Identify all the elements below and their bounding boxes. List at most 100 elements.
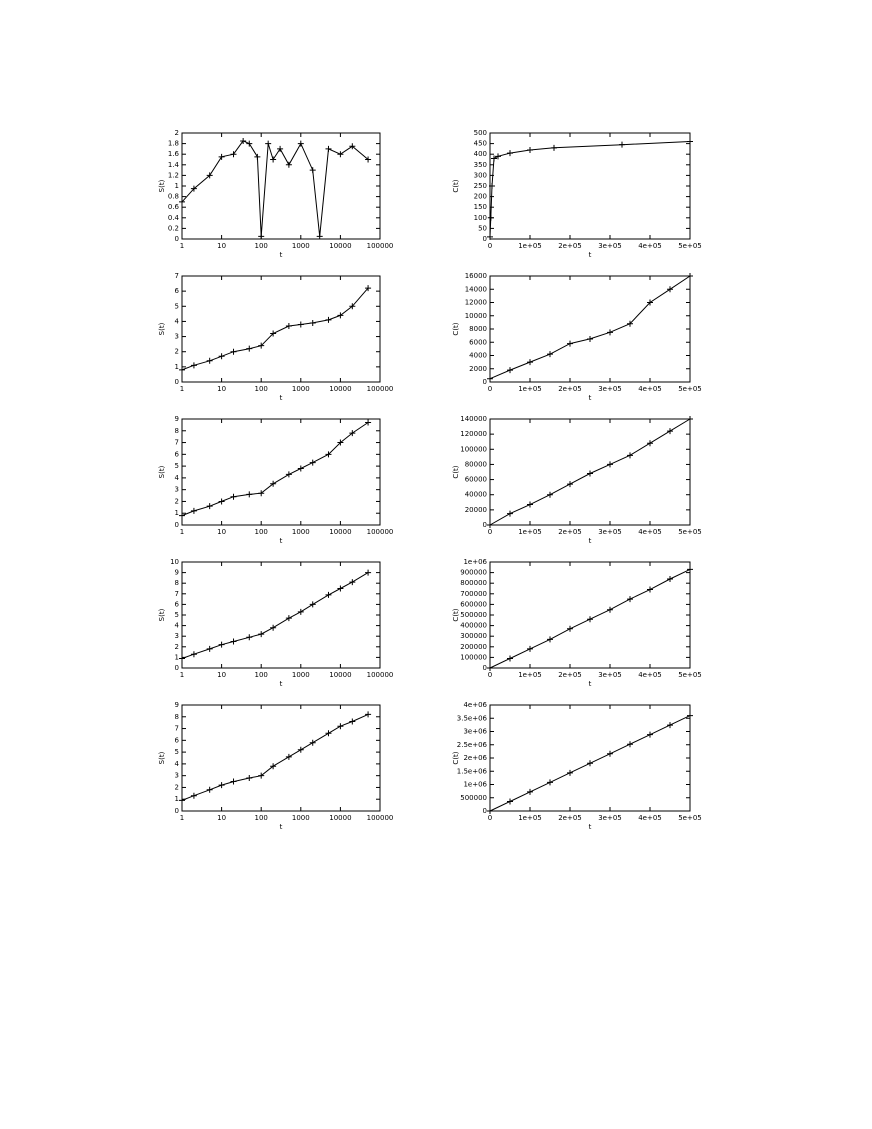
point-marker (337, 439, 344, 446)
y-tick-label: 800000 (460, 579, 487, 587)
x-tick-label: 2e+05 (558, 671, 582, 679)
y-tick-label: 200 (474, 193, 487, 201)
point-marker (667, 722, 673, 729)
point-marker (270, 156, 277, 163)
point-marker (270, 763, 277, 770)
x-tick-label: 10000 (329, 528, 351, 536)
point-marker (687, 566, 693, 573)
point-marker (258, 233, 265, 240)
point-marker (349, 579, 356, 586)
x-tick-label: 1e+05 (518, 528, 542, 536)
y-tick-label: 0.8 (168, 193, 179, 201)
y-tick-label: 9 (175, 569, 179, 577)
point-marker (190, 651, 197, 658)
y-tick-label: 14000 (465, 285, 487, 293)
x-tick-label: 0 (488, 385, 492, 393)
point-marker (218, 153, 225, 160)
point-marker (487, 375, 493, 382)
x-tick-label: 1 (180, 671, 184, 679)
x-tick-label: 10000 (329, 814, 351, 822)
y-axis-label: S(t) (158, 608, 166, 621)
x-tick-label: 2e+05 (558, 242, 582, 250)
y-tick-label: 0 (483, 521, 487, 529)
x-tick-label: 1e+05 (518, 385, 542, 393)
x-tick-label: 10 (217, 814, 226, 822)
point-marker (627, 320, 633, 327)
y-tick-label: 100 (474, 214, 487, 222)
point-marker (507, 150, 513, 157)
point-marker (647, 440, 653, 447)
y-tick-label: 16000 (465, 272, 487, 280)
y-tick-label: 500000 (460, 611, 487, 619)
x-tick-label: 0 (488, 242, 492, 250)
point-marker (218, 782, 225, 789)
plot-frame (489, 561, 691, 669)
y-tick-label: 0 (483, 664, 487, 672)
x-tick-label: 5e+05 (678, 242, 702, 250)
x-tick-label: 4e+05 (638, 528, 662, 536)
point-marker (647, 731, 653, 738)
x-axis-label: t (589, 251, 592, 259)
y-tick-label: 0 (483, 807, 487, 815)
x-tick-label: 100 (255, 385, 268, 393)
y-tick-label: 0.6 (168, 203, 180, 211)
x-tick-label: 100 (255, 528, 268, 536)
x-tick-label: 100 (255, 671, 268, 679)
plot-frame (489, 132, 691, 240)
point-marker (309, 167, 316, 174)
x-tick-label: 10 (217, 242, 226, 250)
x-tick-label: 100 (255, 814, 268, 822)
point-marker (179, 198, 185, 205)
point-marker (495, 153, 501, 160)
y-tick-label: 1.4 (168, 161, 180, 169)
y-tick-label: 1.2 (168, 171, 179, 179)
y-tick-label: 0 (483, 235, 487, 243)
point-marker (258, 490, 265, 497)
point-marker (667, 428, 673, 435)
point-marker (240, 137, 247, 144)
y-tick-label: 1 (175, 363, 179, 371)
x-axis-label: t (589, 394, 592, 402)
x-tick-label: 1 (180, 242, 184, 250)
point-marker (190, 792, 197, 799)
point-marker (258, 772, 265, 779)
point-marker (365, 711, 372, 718)
y-tick-label: 350 (474, 161, 487, 169)
x-tick-label: 2e+05 (558, 528, 582, 536)
point-marker (507, 798, 513, 805)
point-marker (325, 145, 332, 152)
point-marker (179, 512, 185, 519)
point-marker (325, 316, 332, 323)
y-axis-label: S(t) (158, 751, 166, 764)
point-marker (365, 156, 372, 163)
x-tick-label: 10000 (329, 385, 351, 393)
y-tick-label: 500 (474, 129, 487, 137)
x-axis-label: t (280, 823, 283, 831)
x-tick-label: 100000 (367, 814, 394, 822)
point-marker (527, 359, 533, 366)
x-axis-label: t (589, 537, 592, 545)
x-tick-label: 1 (180, 528, 184, 536)
x-tick-label: 0 (488, 671, 492, 679)
y-tick-label: 3 (175, 486, 179, 494)
point-marker (507, 510, 513, 517)
y-tick-label: 2000 (469, 365, 487, 373)
y-tick-label: 400000 (460, 622, 487, 630)
point-marker (246, 345, 253, 352)
point-marker (309, 459, 316, 466)
x-tick-label: 3e+05 (598, 385, 622, 393)
y-tick-label: 8 (175, 427, 179, 435)
point-marker (316, 233, 323, 240)
point-marker (527, 788, 533, 795)
point-marker (230, 638, 237, 645)
point-marker (285, 161, 292, 168)
point-marker (647, 586, 653, 593)
point-marker (337, 312, 344, 319)
y-tick-label: 1e+06 (463, 558, 487, 566)
point-marker (206, 503, 213, 510)
point-marker (230, 348, 237, 355)
point-marker (527, 501, 533, 508)
y-tick-label: 6 (175, 287, 180, 295)
point-marker (270, 624, 277, 631)
